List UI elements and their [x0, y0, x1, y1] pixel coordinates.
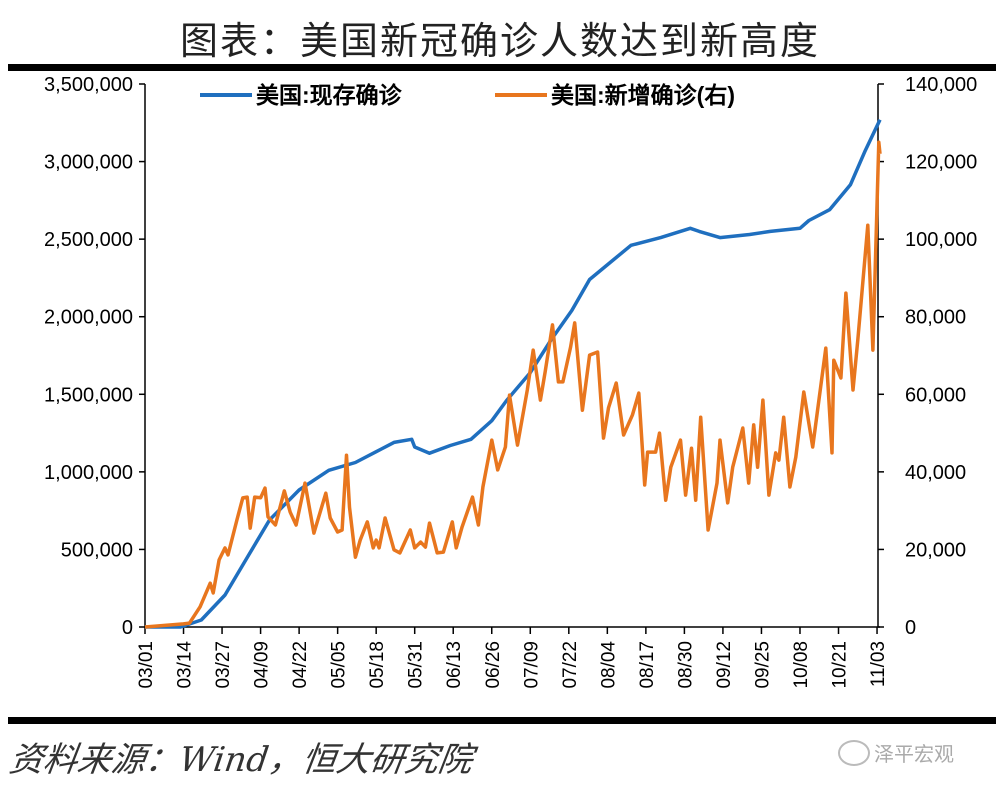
x-tick-label: 08/30: [675, 641, 696, 689]
x-tick-label: 06/13: [444, 641, 465, 689]
x-tick-label: 07/22: [560, 641, 581, 689]
legend-label: 美国:现存确诊: [256, 82, 403, 108]
bottom-rule: [8, 717, 996, 724]
y-right-tick-label: 60,000: [905, 384, 966, 406]
y-left-tick-label: 2,000,000: [44, 307, 133, 329]
y-right-tick-label: 140,000: [905, 74, 977, 96]
watermark-text: 泽平宏观: [874, 742, 954, 766]
wechat-icon: [838, 739, 870, 766]
x-tick-label: 07/09: [521, 641, 542, 689]
x-tick-label: 10/08: [791, 641, 812, 689]
x-tick-label: 08/04: [598, 641, 619, 689]
x-tick-label: 05/31: [406, 641, 427, 689]
x-tick-label: 08/17: [637, 641, 658, 689]
x-tick-label: 03/01: [136, 641, 157, 689]
source-note: 资料来源：Wind，恒大研究院: [6, 740, 476, 780]
x-tick-label: 05/05: [329, 641, 350, 689]
y-left-tick-label: 3,500,000: [44, 74, 133, 96]
x-tick-label: 09/12: [714, 641, 735, 689]
x-tick-label: 04/09: [252, 641, 273, 689]
y-left-tick-label: 1,000,000: [44, 462, 133, 484]
y-right-tick-label: 0: [905, 617, 916, 639]
y-right-tick-label: 120,000: [905, 152, 977, 174]
series-line-new-cases: [144, 140, 882, 629]
legend-label: 美国:新增确诊(右): [551, 82, 735, 108]
top-rule: [8, 64, 996, 71]
y-left-tick-label: 500,000: [61, 539, 133, 561]
x-tick-label: 05/18: [367, 641, 388, 689]
x-tick-label: 10/21: [830, 641, 851, 689]
y-right-tick-label: 40,000: [905, 462, 966, 484]
watermark: 泽平宏观: [838, 738, 954, 767]
x-tick-label: 09/25: [752, 641, 773, 689]
y-right-tick-label: 100,000: [905, 229, 977, 251]
y-left-tick-label: 3,000,000: [44, 152, 133, 174]
y-left-tick-label: 1,500,000: [44, 384, 133, 406]
y-right-tick-label: 20,000: [905, 539, 966, 561]
y-left-tick-label: 2,500,000: [44, 229, 133, 251]
y-left-tick-label: 0: [122, 617, 133, 639]
chart: 0 500,000 1,000,000 1,500,000 2,000,000 2,500…: [44, 74, 977, 689]
chart-title: 图表：美国新冠确诊人数达到新高度: [179, 19, 820, 63]
x-tick-label: 03/14: [175, 641, 196, 689]
y-right-tick-label: 80,000: [905, 307, 966, 329]
series-line-active-cases: [145, 118, 882, 629]
x-tick-label: 11/03: [868, 641, 889, 687]
x-tick-label: 06/26: [483, 641, 504, 689]
x-tick-label: 03/27: [213, 641, 234, 689]
x-tick-label: 04/22: [290, 641, 311, 689]
